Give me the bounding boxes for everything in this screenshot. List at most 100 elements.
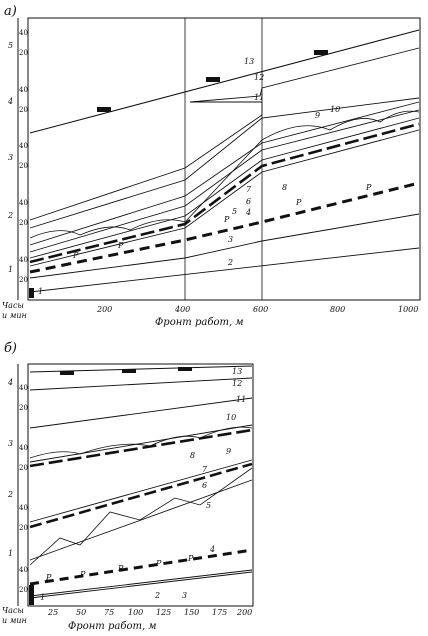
panel-a-tick-20: 20: [19, 106, 28, 114]
panel-b-curve-label-2: 2: [154, 591, 160, 600]
panel-a-curve-3: [29, 213, 420, 279]
panel-b-tick-40: 40: [19, 566, 28, 574]
panel-b-tick-40: 40: [19, 444, 28, 452]
panel-a-y-header-1: Часы: [2, 301, 24, 310]
panel-a-r-mark: Р: [72, 251, 79, 260]
panel-b-curve-label-6: 6: [202, 481, 207, 490]
panel-a-tick-20: 20: [19, 162, 28, 170]
panel-b-curve-label-1: 1: [40, 593, 45, 602]
panel-b: б) 1 2 3 4 20 40 20 40 20 40 20 40 Часы …: [2, 341, 254, 632]
panel-a-r-mark: Р: [223, 215, 230, 224]
panel-b-hour-4: 4: [7, 378, 13, 387]
panel-b-y-header-1: Часы: [2, 606, 24, 615]
panel-a-curve-label-11: 11: [254, 93, 264, 102]
panel-a-curve-6: [29, 117, 420, 259]
panel-b-curve-label-5: 5: [206, 501, 211, 510]
panel-a-hour-3: 3: [8, 153, 13, 162]
panel-b-r-mark: Р: [117, 564, 124, 573]
panel-b-curve-label-13: 13: [232, 367, 242, 376]
panel-b-block: [178, 367, 192, 371]
panel-a-x-tick-600: 600: [253, 305, 268, 314]
panel-a-hour-1: 1: [8, 265, 13, 274]
panel-a-tick-40: 40: [19, 142, 28, 150]
panel-a-curve-1-block: [29, 288, 34, 298]
panel-a-curve-label-7: 7: [246, 185, 252, 194]
panel-a-x-axis-label: Фронт работ, м: [155, 317, 244, 328]
panel-a-tick-20: 20: [19, 276, 28, 284]
panel-b-tick-40: 40: [19, 504, 28, 512]
panel-a-x-tick-400: 400: [174, 305, 190, 314]
panel-a-label: а): [4, 4, 17, 19]
panel-b-x-tick-50: 50: [76, 608, 86, 617]
panel-a-curve-9: [29, 101, 420, 246]
panel-a-r-mark: Р: [365, 183, 372, 192]
panel-b-curve-10: [29, 426, 253, 459]
panel-b-curve-11: [29, 397, 253, 429]
panel-b-x-tick-200: 200: [236, 608, 252, 617]
panel-a-x-tick-800: 800: [330, 305, 345, 314]
panel-a-curve-13: [29, 29, 420, 134]
panel-b-hour-2: 2: [7, 490, 13, 499]
panel-b-curve-5-base: [29, 479, 253, 561]
panel-a-curve-8: [29, 122, 420, 264]
panel-a-curve-2: [29, 247, 420, 293]
panel-a-block: [206, 77, 220, 82]
panel-a-curve-5: [29, 129, 420, 267]
panel-a-tick-20: 20: [19, 49, 28, 57]
panel-a-curve-7: [29, 109, 420, 253]
panel-b-r-mark: Р: [45, 573, 52, 582]
panel-a-x-tick-1000: 1000: [398, 305, 418, 314]
panel-a-curve-label-6: 6: [246, 197, 251, 206]
panel-b-r-mark: Р: [155, 559, 162, 568]
panel-b-curve-6: [29, 459, 253, 523]
panel-a-block: [97, 107, 111, 112]
panel-b-curve-label-7: 7: [202, 465, 208, 474]
panel-b-curve-12: [29, 377, 253, 391]
panel-b-x-tick-25: 25: [47, 608, 58, 617]
panel-a-curve-label-12: 12: [254, 73, 264, 82]
panel-a-curve-4: [29, 181, 420, 274]
panel-a-curve-label-3: 3: [228, 235, 233, 244]
panel-b-curve-3: [29, 569, 253, 597]
panel-b-x-tick-175: 175: [212, 608, 227, 617]
panel-a-curve-label-4: 4: [245, 208, 251, 217]
panel-b-curve-label-4: 4: [209, 545, 215, 554]
panel-a-curve-11: [29, 97, 420, 229]
panel-a-minute-ticks: 20 40 20 40 20 40 20 40 20 40: [19, 29, 28, 284]
panel-a-curve-label-10: 10: [330, 105, 340, 114]
panel-a-block: [314, 50, 328, 55]
panel-b-x-axis-label: Фронт работ, м: [68, 621, 157, 632]
panel-a-x-tick-200: 200: [96, 305, 112, 314]
panel-b-x-tick-75: 75: [104, 608, 114, 617]
panel-a-r-mark: Р: [295, 198, 302, 207]
panel-b-curve-1-block: [29, 585, 34, 605]
panel-b-hour-3: 3: [8, 439, 13, 448]
panel-b-curve-5: [29, 467, 253, 566]
panel-b-block: [122, 369, 136, 373]
panel-b-curve-9: [29, 424, 253, 463]
panel-b-curve-8: [29, 428, 253, 468]
panel-b-curve-label-11: 11: [236, 395, 246, 404]
panel-b-curve-label-8: 8: [190, 451, 195, 460]
panel-b-curve-label-12: 12: [232, 379, 242, 388]
panel-b-r-mark: Р: [187, 554, 194, 563]
panel-b-tick-20: 20: [19, 464, 28, 472]
panel-b-block: [60, 371, 74, 375]
panel-a-tick-40: 40: [19, 86, 28, 94]
panel-b-tick-20: 20: [19, 586, 28, 594]
panel-b-tick-40: 40: [19, 384, 28, 392]
panel-b-curve-label-9: 9: [226, 447, 231, 456]
panel-a-tick-20: 20: [19, 219, 28, 227]
panel-b-x-tick-125: 125: [156, 608, 171, 617]
panel-a-curve-label-1: 1: [38, 287, 43, 296]
panel-b-curve-4: [29, 548, 253, 586]
panel-a-curve-label-13: 13: [244, 57, 254, 66]
panel-a-curve-10: [29, 110, 420, 239]
panel-a-hour-2: 2: [7, 211, 13, 220]
panel-a-hour-5: 5: [8, 41, 13, 50]
panel-a: а) 1 2 3 4 5 20 40 20 40 20 40 20 40 20 …: [2, 4, 421, 328]
panel-b-hour-1: 1: [8, 549, 13, 558]
panel-b-curve-7: [29, 462, 253, 529]
panel-b-tick-20: 20: [19, 404, 28, 412]
